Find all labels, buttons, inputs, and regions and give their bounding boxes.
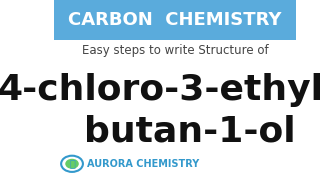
FancyBboxPatch shape (54, 0, 296, 40)
Text: 🧪: 🧪 (69, 158, 75, 168)
Circle shape (65, 159, 79, 169)
Text: 4-chloro-3-ethyl: 4-chloro-3-ethyl (0, 73, 320, 107)
Text: butan-1-ol: butan-1-ol (84, 114, 295, 148)
Text: AURORA CHEMISTRY: AURORA CHEMISTRY (86, 159, 199, 169)
Text: Easy steps to write Structure of: Easy steps to write Structure of (82, 44, 268, 57)
Text: CARBON  CHEMISTRY: CARBON CHEMISTRY (68, 11, 282, 29)
